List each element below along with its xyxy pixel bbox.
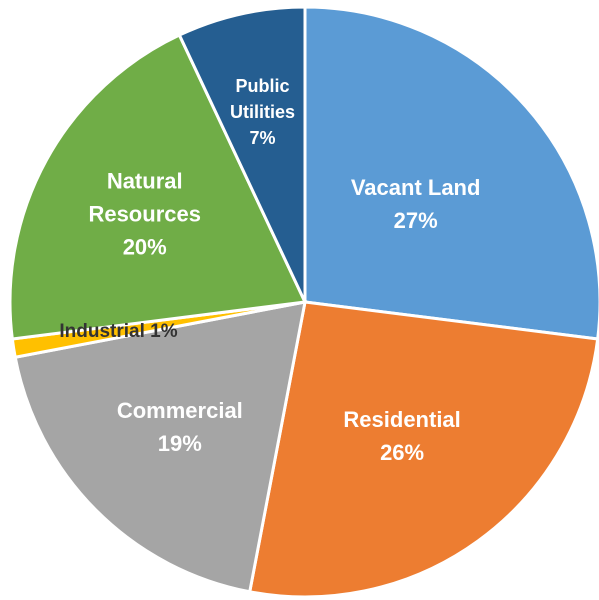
pie-slice <box>8 33 308 341</box>
category-line: Public Utilities <box>213 73 313 125</box>
category-label: Public Utilities <box>230 75 296 122</box>
slice-label: Public Utilities 7% <box>213 73 313 151</box>
category-label: Residential <box>343 406 461 432</box>
slice-label: Industrial 1% <box>59 317 177 346</box>
value-line: 19% <box>80 427 280 460</box>
value-line: 7% <box>213 125 313 151</box>
category-line: Natural Resources <box>70 164 220 230</box>
category-line: Residential <box>302 403 502 436</box>
category-label: Industrial <box>59 320 145 342</box>
value-label: 27% <box>393 208 438 234</box>
category-label: Vacant Land <box>350 175 481 201</box>
value-line: 20% <box>70 230 220 263</box>
slice-label: Commercial 19% <box>80 394 280 460</box>
value-label: 20% <box>122 234 167 260</box>
pie-slice <box>177 5 307 303</box>
value-label: 1% <box>150 320 178 342</box>
category-line: Commercial <box>80 394 280 427</box>
value-line: 26% <box>302 436 502 469</box>
value-line: 27% <box>316 204 516 237</box>
category-label: Commercial <box>116 398 243 424</box>
value-label: 19% <box>157 431 202 457</box>
pie-slice <box>247 300 599 599</box>
value-label: 26% <box>380 439 425 465</box>
pie-slice <box>13 300 307 594</box>
slice-label: Vacant Land 27% <box>316 171 516 237</box>
category-label: Natural Resources <box>88 168 201 227</box>
slice-label: Residential 26% <box>302 403 502 469</box>
category-line: Vacant Land <box>316 171 516 204</box>
value-label: 7% <box>249 128 276 149</box>
slice-label: Natural Resources 20% <box>70 164 220 263</box>
